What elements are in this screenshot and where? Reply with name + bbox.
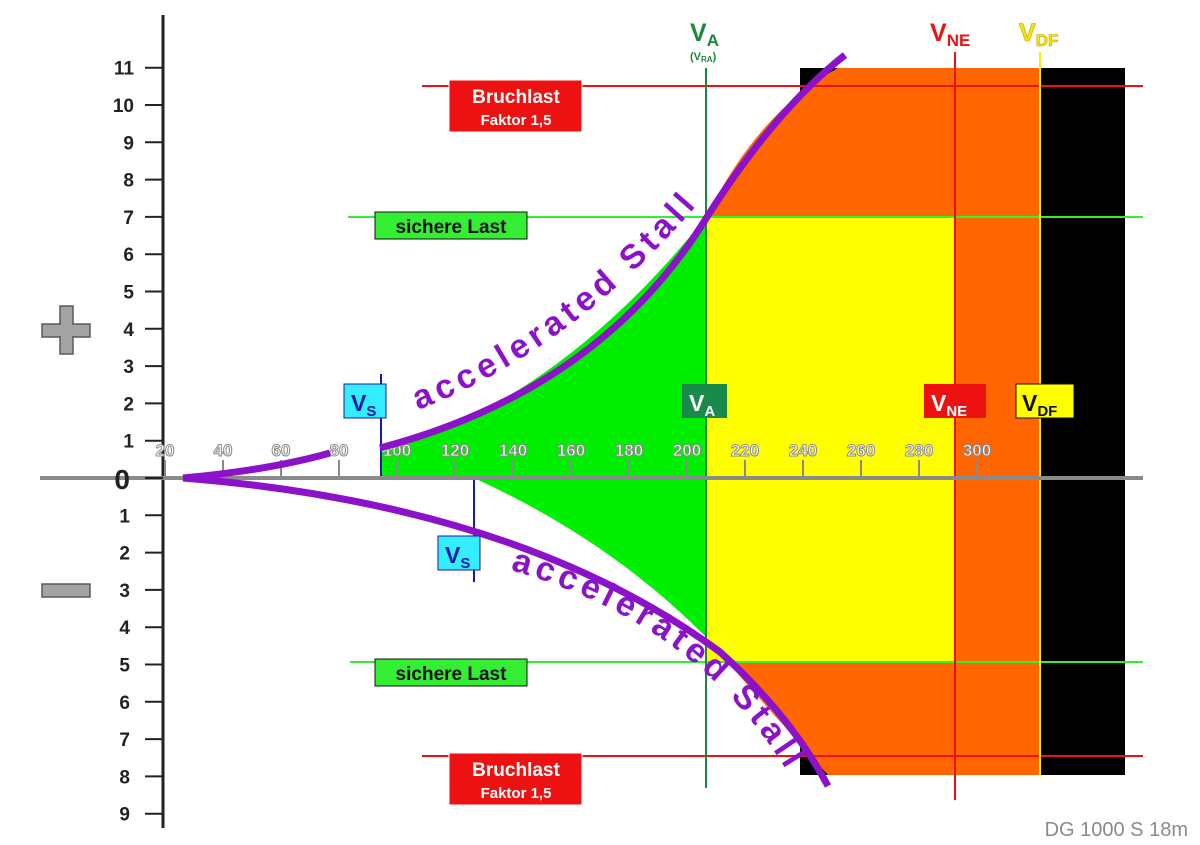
x-axis-ticks [164, 460, 978, 478]
vne-top-label: VNE [930, 19, 970, 50]
bruchlast-box-negative: Bruchlast Faktor 1,5 [448, 752, 583, 806]
x-tick-label: 200 [673, 441, 701, 460]
svg-text:VA: VA [690, 19, 719, 50]
y-tick-label: 2 [119, 544, 130, 565]
y-tick-label: 11 [114, 59, 135, 80]
svg-text:Faktor 1,5: Faktor 1,5 [481, 785, 552, 802]
x-tick-label: 260 [847, 441, 875, 460]
vs-box-positive: VS [343, 383, 387, 420]
y-axis-ticks [145, 66, 163, 815]
y-tick-label: 3 [119, 581, 130, 602]
stall-curve-positive-upper [379, 52, 848, 452]
svg-text:sichere Last: sichere Last [396, 217, 508, 238]
stall-curve-positive-lower [182, 449, 331, 482]
x-axis-labels: 20 40 60 80 100 120 140 160 180 200 220 240 260 280 30… [155, 441, 992, 461]
svg-text:VDF: VDF [1022, 390, 1057, 420]
va-top-label: VA (VRA) [690, 19, 719, 64]
x-tick-label: 160 [557, 441, 585, 460]
svg-text:Bruchlast: Bruchlast [472, 760, 560, 781]
y-tick-label: 8 [123, 171, 134, 192]
sichere-last-box-positive: sichere Last [374, 211, 528, 240]
vne-box: VNE [924, 384, 986, 420]
svg-text:VS: VS [445, 542, 470, 572]
y-positive-labels: 1 2 3 4 5 6 7 8 9 10 11 [113, 59, 135, 453]
x-tick-label: 240 [789, 441, 817, 460]
y-tick-label: 8 [119, 767, 130, 788]
credit-label: DG 1000 S 18m [1045, 819, 1188, 841]
y-tick-label: 9 [119, 805, 130, 826]
minus-sign-icon [41, 583, 91, 598]
x-tick-label: 220 [731, 441, 759, 460]
y-tick-label: 7 [123, 208, 134, 229]
va-box: VA [682, 384, 727, 420]
x-tick-label: 300 [963, 441, 991, 460]
x-tick-label: 60 [272, 441, 291, 460]
svg-text:VNE: VNE [931, 390, 967, 420]
vdf-top-label: VDF [1019, 19, 1059, 51]
bruchlast-box-positive: Bruchlast Faktor 1,5 [448, 79, 583, 133]
y-tick-label: 6 [123, 245, 134, 266]
x-tick-label: 120 [441, 441, 469, 460]
y-tick-label: 1 [119, 506, 130, 527]
caution-zone-yellow [706, 217, 955, 662]
y-tick-label: 5 [123, 283, 134, 304]
svg-text:VA: VA [689, 390, 715, 420]
svg-text:Faktor 1,5: Faktor 1,5 [481, 112, 552, 129]
plus-sign-icon [41, 305, 91, 355]
svg-text:VS: VS [351, 390, 376, 420]
y-tick-label: 10 [113, 96, 134, 117]
x-tick-label: 80 [330, 441, 349, 460]
vs-box-negative: VS [437, 535, 481, 572]
y-tick-label: 4 [123, 320, 134, 341]
y-tick-label: 7 [119, 730, 130, 751]
y-tick-label: 9 [123, 133, 134, 154]
x-tick-label: 140 [499, 441, 527, 460]
y-negative-labels: 1 2 3 4 5 6 7 8 9 [119, 506, 130, 825]
y-tick-label: 1 [123, 432, 134, 453]
x-tick-label: 20 [156, 441, 175, 460]
stall-curve-negative [182, 474, 832, 788]
x-tick-label: 180 [615, 441, 643, 460]
svg-text:(VRA): (VRA) [690, 51, 717, 64]
x-tick-label: 280 [905, 441, 933, 460]
vdf-box: VDF [1015, 383, 1075, 420]
svg-text:sichere Last: sichere Last [396, 664, 508, 685]
svg-text:VNE: VNE [930, 19, 970, 50]
y-tick-label: 6 [119, 693, 130, 714]
y-tick-label: 3 [123, 357, 134, 378]
y-tick-label: 5 [119, 656, 130, 677]
y-tick-label: 2 [123, 394, 134, 415]
svg-text:VDF: VDF [1019, 19, 1058, 50]
y-zero-label: 0 [114, 464, 130, 495]
sichere-last-box-negative: sichere Last [374, 658, 528, 687]
x-tick-label: 40 [214, 441, 233, 460]
svg-text:Bruchlast: Bruchlast [472, 87, 560, 108]
y-tick-label: 4 [119, 618, 130, 639]
